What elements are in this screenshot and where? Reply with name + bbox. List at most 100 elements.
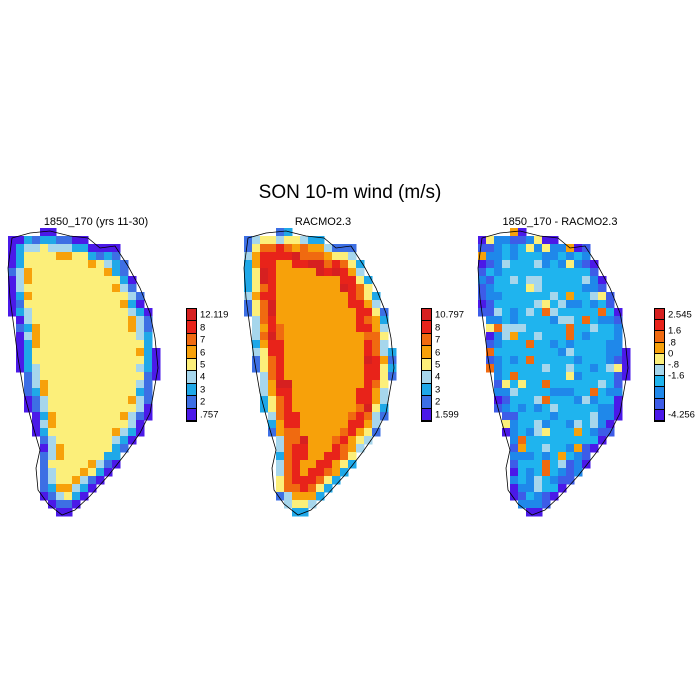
map-cell [244, 236, 253, 245]
map-cell [300, 284, 309, 293]
colorbar-label: 10.797 [435, 309, 465, 321]
map-cell [518, 444, 527, 453]
map-cell [566, 396, 575, 405]
map-cell [96, 284, 105, 293]
map-cell [486, 236, 495, 245]
map-cell [502, 372, 511, 381]
map-cell [590, 276, 599, 285]
colorbar-box [187, 346, 196, 359]
map-cell [48, 316, 57, 325]
map-cell [40, 452, 49, 461]
map-cell [284, 388, 293, 397]
map-cell [40, 412, 49, 421]
map-cell [582, 300, 591, 309]
map-cell [340, 332, 349, 341]
map-cell [332, 420, 341, 429]
map-cell [510, 396, 519, 405]
map-cell [284, 468, 293, 477]
map-cell [510, 348, 519, 357]
map-cell [534, 364, 543, 373]
map-cell [80, 436, 89, 445]
map-cell [292, 292, 301, 301]
colorbar-label: 6 [435, 347, 441, 359]
map-cell [558, 396, 567, 405]
map-cell [64, 420, 73, 429]
map-cell [80, 244, 89, 253]
map-cell [534, 236, 543, 245]
map-cell [364, 292, 373, 301]
map-cell [558, 260, 567, 269]
map-cell [324, 356, 333, 365]
map-cell [542, 356, 551, 365]
map-cell [292, 420, 301, 429]
map-cell [72, 500, 81, 509]
map-cell [340, 364, 349, 373]
map-cell [348, 316, 357, 325]
map-cell [582, 436, 591, 445]
map-cell [324, 364, 333, 373]
map-cell [324, 316, 333, 325]
map-cell [574, 268, 583, 277]
map-cell [550, 276, 559, 285]
map-cell [112, 252, 121, 261]
map-cell [510, 412, 519, 421]
map-cell [582, 404, 591, 413]
map-cell [566, 252, 575, 261]
map-cell [284, 260, 293, 269]
map-cell [582, 340, 591, 349]
map-cell [284, 428, 293, 437]
map-cell [356, 268, 365, 277]
map-cell [48, 412, 57, 421]
map-cell [88, 356, 97, 365]
map-cell [72, 468, 81, 477]
map-cell [16, 348, 25, 357]
map-cell [72, 420, 81, 429]
map-cell [542, 268, 551, 277]
map-cell [486, 308, 495, 317]
map-cell [120, 380, 129, 389]
map-cell [518, 396, 527, 405]
map-cell [24, 260, 33, 269]
map-cell [80, 268, 89, 277]
map-cell [268, 276, 277, 285]
map-cell [276, 436, 285, 445]
map-cell [32, 284, 41, 293]
map-cell [526, 284, 535, 293]
map-cell [128, 292, 137, 301]
colorbar-box [422, 333, 431, 347]
map-cell [550, 284, 559, 293]
map-cell [276, 364, 285, 373]
map-cell [96, 476, 105, 485]
map-cell [292, 300, 301, 309]
map-cell [558, 436, 567, 445]
map-cell [534, 244, 543, 253]
map-cell [348, 412, 357, 421]
map-cell [622, 356, 631, 365]
map-cell [566, 436, 575, 445]
map-cell [380, 324, 389, 333]
map-cell [112, 444, 121, 453]
map-cell [324, 388, 333, 397]
map-cell [308, 260, 317, 269]
map-cell [356, 316, 365, 325]
map-cell [120, 372, 129, 381]
map-cell [112, 436, 121, 445]
map-cell [276, 356, 285, 365]
map-cell [136, 420, 145, 429]
map-cell [566, 364, 575, 373]
map-cell [582, 284, 591, 293]
map-cell [40, 348, 49, 357]
map-cell [518, 324, 527, 333]
map-cell [558, 380, 567, 389]
map-cell [550, 492, 559, 501]
map-cell [72, 268, 81, 277]
map-cell [112, 260, 121, 269]
map-cell [574, 340, 583, 349]
map-cell [348, 300, 357, 309]
map-cell [364, 420, 373, 429]
map-cell [494, 372, 503, 381]
map-cell [40, 316, 49, 325]
map-cell [292, 316, 301, 325]
map-cell [582, 388, 591, 397]
colorbar-box [422, 396, 431, 409]
